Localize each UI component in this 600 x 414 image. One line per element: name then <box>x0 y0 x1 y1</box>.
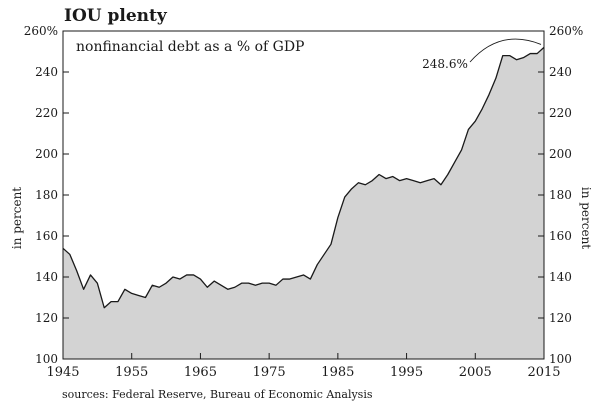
x-tick-label: 1965 <box>184 365 217 380</box>
x-tick-label: 1955 <box>115 365 148 380</box>
x-tick-label: 1975 <box>253 365 286 380</box>
y-tick-label-right: 120 <box>549 311 572 325</box>
y-tick-label-left: 240 <box>35 65 58 79</box>
y-tick-label-left: 140 <box>35 270 58 284</box>
y-tick-label-right: 160 <box>549 229 572 243</box>
series-area <box>63 47 544 360</box>
y-tick-label-left: 160 <box>35 229 58 243</box>
y-tick-label-right: 140 <box>549 270 572 284</box>
x-tick-label: 1985 <box>321 365 354 380</box>
y-tick-label-right: 200 <box>549 147 572 161</box>
y-tick-label-left: 100 <box>35 352 58 366</box>
y-axis-label-left: in percent <box>10 187 24 249</box>
annotation-label: 248.6% <box>422 57 468 71</box>
source-note: sources: Federal Reserve, Bureau of Econ… <box>62 388 373 401</box>
series-line <box>62 46 545 309</box>
y-tick-label-left: 220 <box>35 106 58 120</box>
chart-subtitle: nonfinancial debt as a % of GDP <box>76 39 304 55</box>
y-tick-label-right: 220 <box>549 106 572 120</box>
annotation-leader <box>469 38 542 63</box>
axes: 100 100 120 120 140 140 160 160 180 180 200 200 220 2… <box>24 24 584 380</box>
y-tick-label-left: 200 <box>35 147 58 161</box>
plot-area <box>62 46 545 360</box>
y-tick-label-right: 240 <box>549 65 572 79</box>
y-axis-label-right: in percent <box>579 187 593 249</box>
chart-title: IOU plenty <box>64 6 167 26</box>
y-tick-label-right: 260% <box>549 24 583 38</box>
y-tick-label-left: 180 <box>35 188 58 202</box>
x-tick-label: 1995 <box>390 365 423 380</box>
y-tick-label-left: 260% <box>24 24 58 38</box>
y-tick-label-left: 120 <box>35 311 58 325</box>
y-tick-label-right: 100 <box>549 352 572 366</box>
x-tick-label: 2015 <box>527 365 560 380</box>
x-tick-label: 1945 <box>46 365 79 380</box>
y-tick-label-right: 180 <box>549 188 572 202</box>
x-tick-label: 2005 <box>459 365 492 380</box>
